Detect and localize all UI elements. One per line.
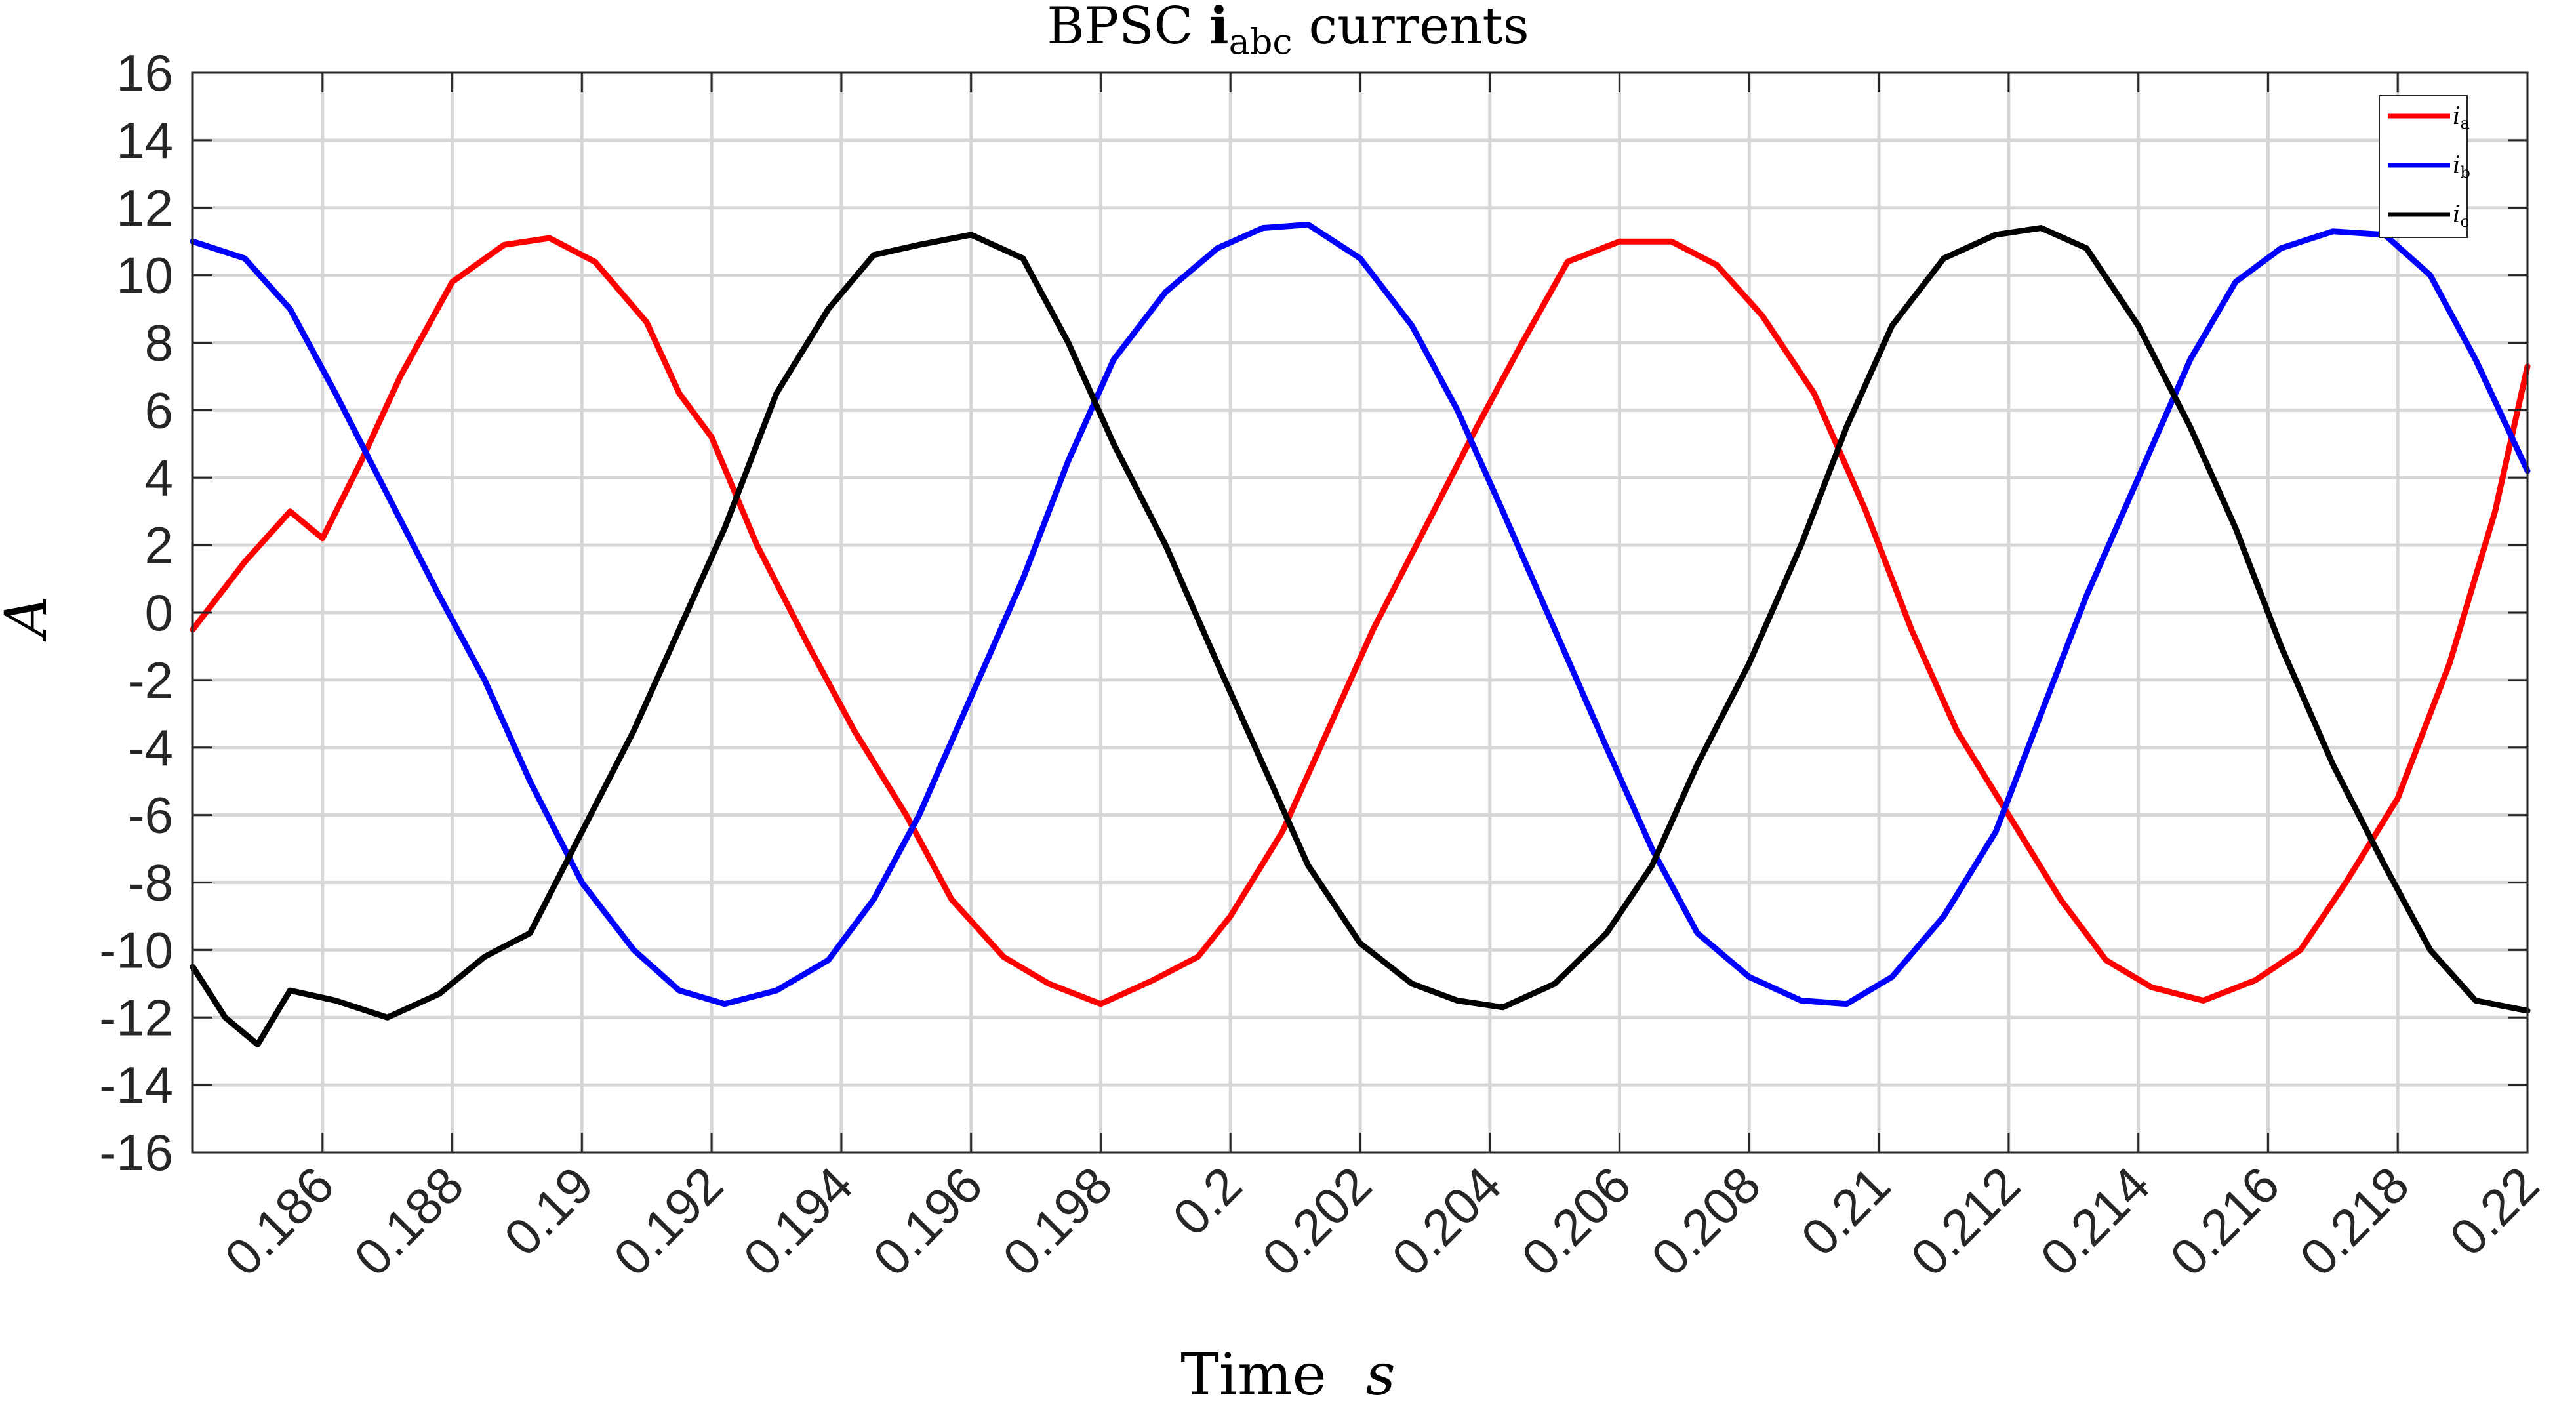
y-tick-label: 16 <box>116 44 173 102</box>
y-tick-label: 14 <box>116 112 173 169</box>
legend-label-ic: ic <box>2453 201 2469 231</box>
y-tick-label: -12 <box>99 988 173 1046</box>
y-tick-label: 8 <box>145 314 173 372</box>
title-bold-symbol: i <box>1209 0 1229 56</box>
y-tick-label: -8 <box>128 854 173 912</box>
legend-label-ia: ia <box>2453 103 2470 132</box>
x-axis-label-unit: s <box>1366 1341 1396 1401</box>
title-subscript: abc <box>1229 21 1293 62</box>
series-line-c <box>190 225 2531 1047</box>
y-tick-label: 6 <box>145 381 173 439</box>
series-group <box>190 222 2531 1047</box>
title-prefix: BPSC <box>1047 0 1209 56</box>
y-tick-label: 12 <box>116 179 173 237</box>
y-tick-label: 10 <box>116 247 173 304</box>
y-tick-label: -6 <box>128 786 173 844</box>
title-suffix: currents <box>1293 0 1529 56</box>
y-tick-label: 0 <box>145 584 173 641</box>
y-tick-label: 4 <box>145 449 173 506</box>
legend-label-ib: ib <box>2453 152 2470 182</box>
x-axis-label-text: Time <box>1180 1341 1326 1401</box>
x-axis-label: Time s <box>1180 1341 1396 1401</box>
series-line-b <box>190 222 2531 1007</box>
y-tick-label: -4 <box>128 719 173 777</box>
legend: ia ib ic <box>2379 95 2470 238</box>
y-axis-ticks: 16 14 12 10 8 6 4 2 0 -2 -4 -6 -8 -10 -12 -14 -16 <box>99 44 2527 1181</box>
y-tick-label: -16 <box>99 1124 173 1181</box>
y-axis-label: A <box>0 596 60 642</box>
series-line-a <box>190 235 2531 1007</box>
y-tick-label: -2 <box>128 651 173 709</box>
y-tick-label: -14 <box>99 1056 173 1114</box>
y-tick-label: 2 <box>145 516 173 574</box>
y-tick-label: -10 <box>99 921 173 979</box>
chart-title: BPSC iabc currents <box>1047 0 1529 62</box>
